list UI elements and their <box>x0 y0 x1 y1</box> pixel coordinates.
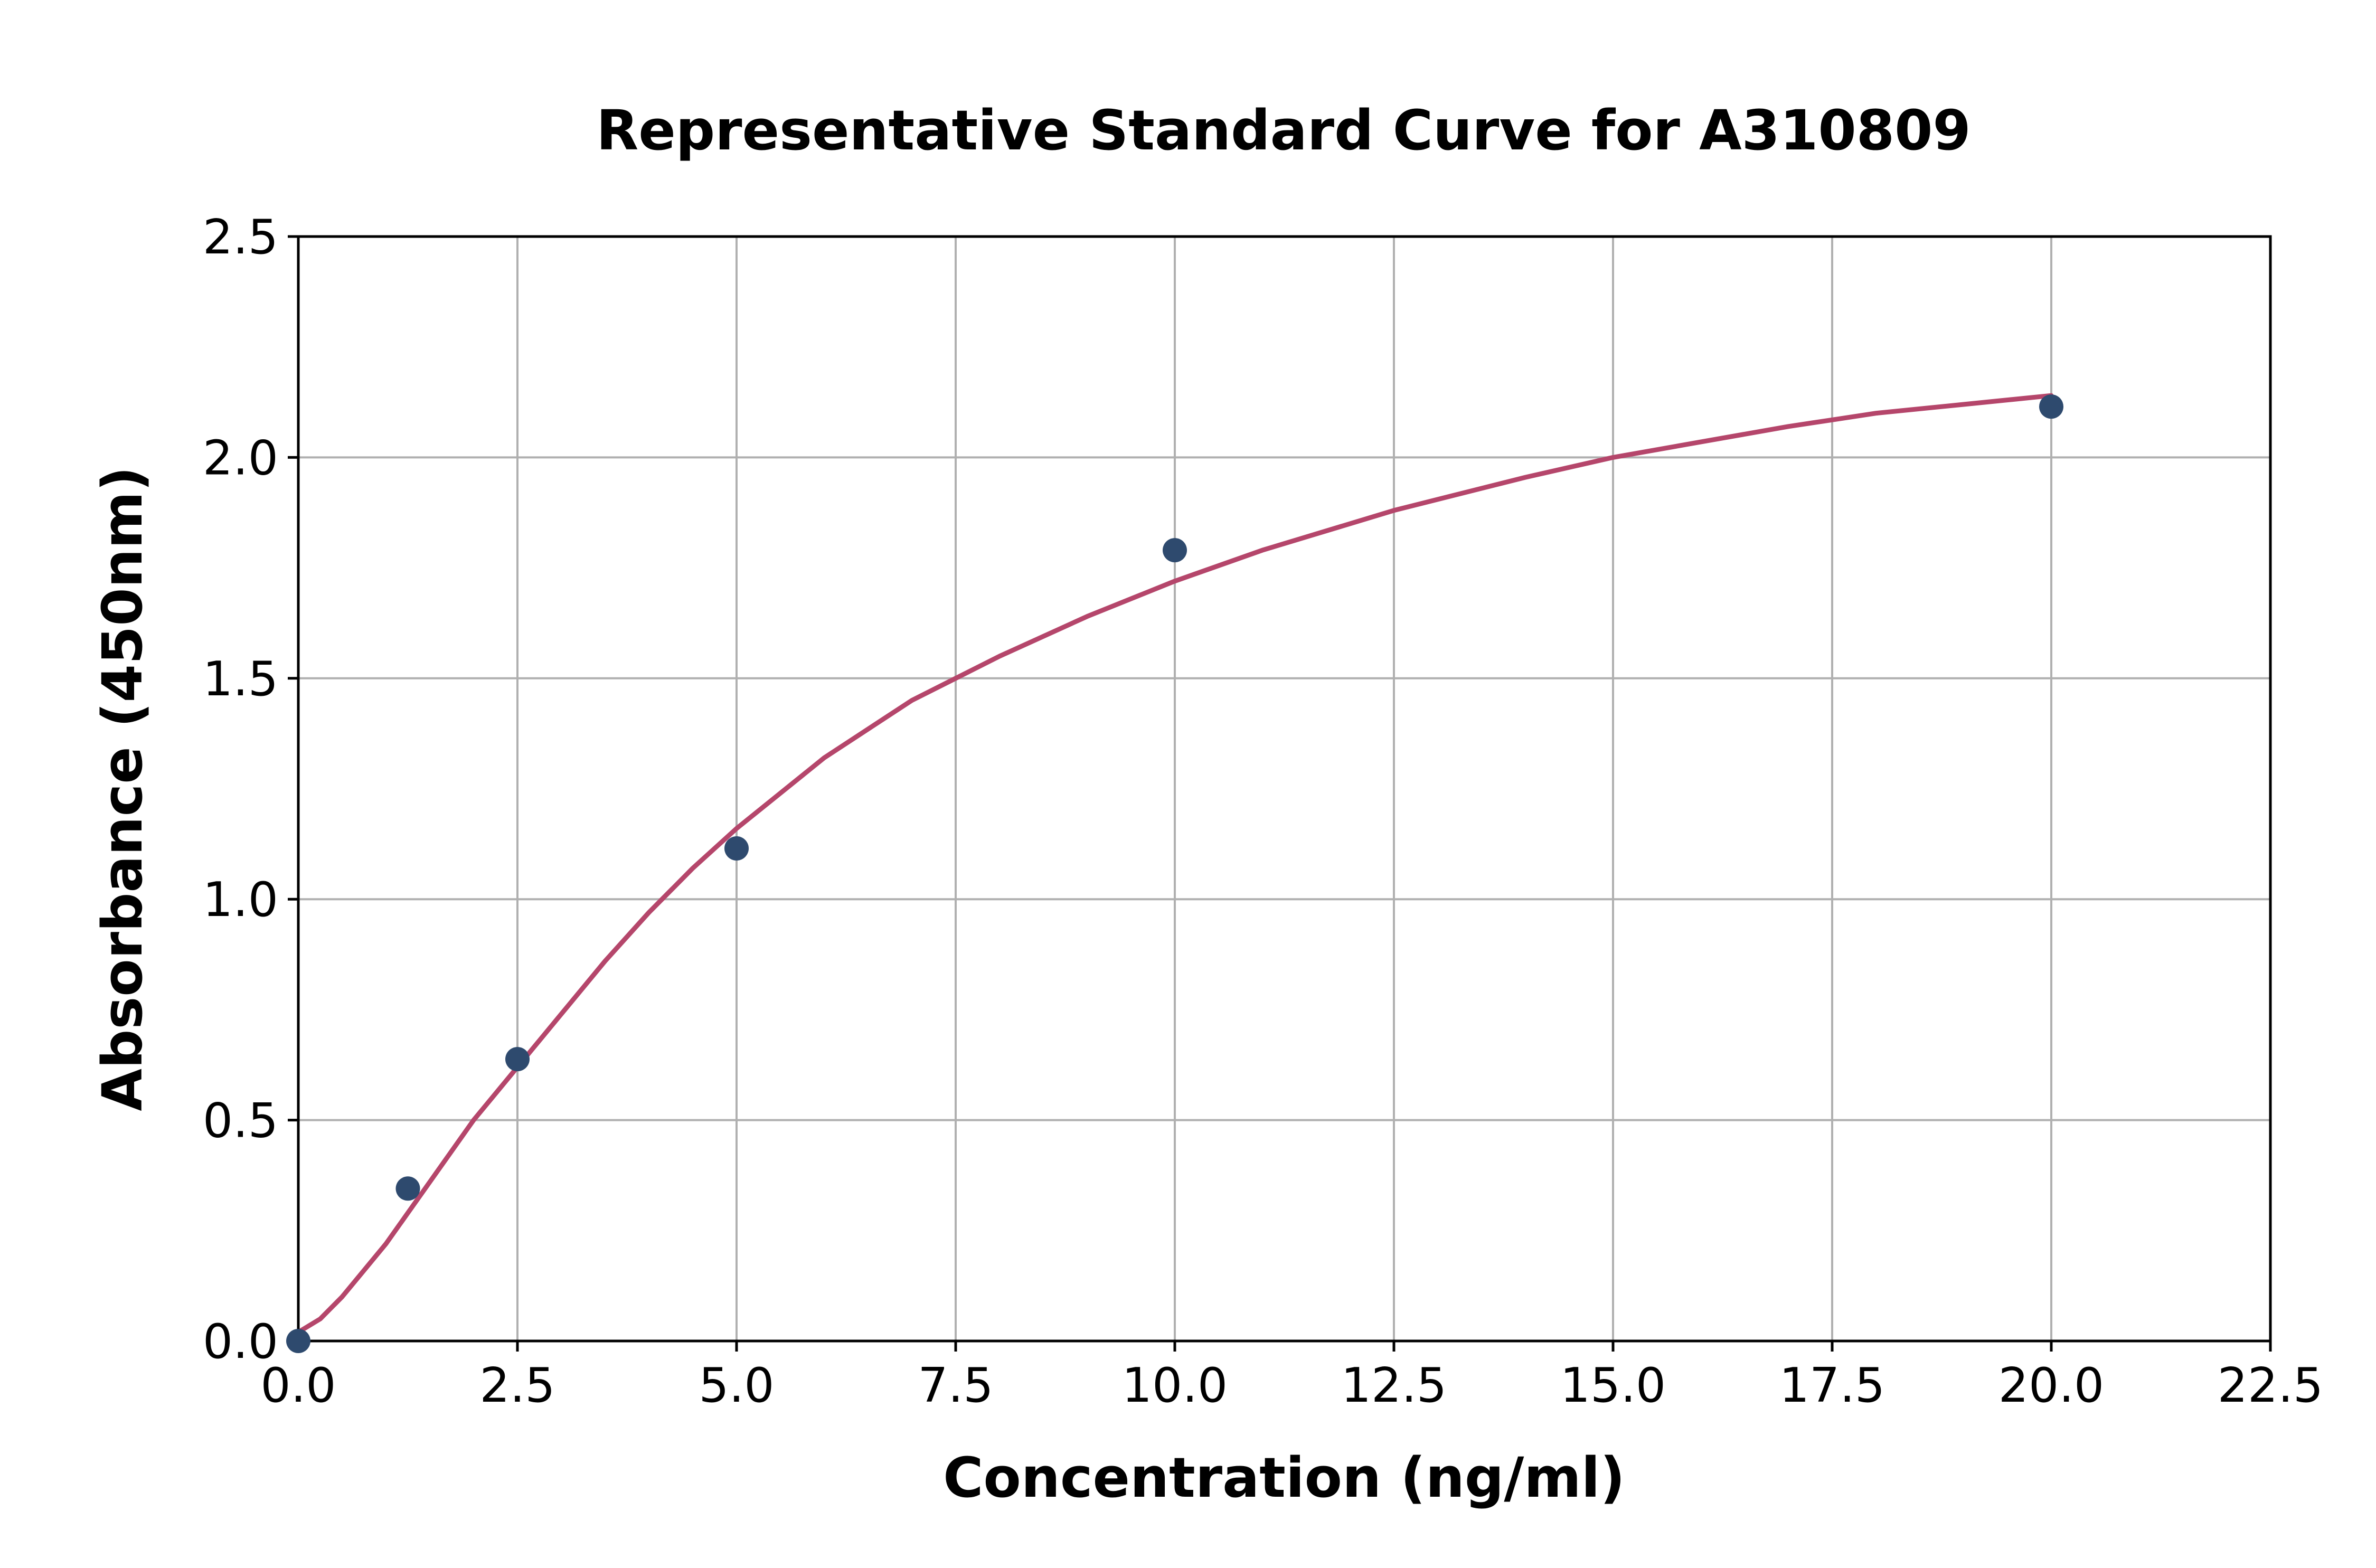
plot-area-frame <box>297 235 2272 1343</box>
x-tick-label: 17.5 <box>1779 1358 1885 1413</box>
data-points <box>286 394 2063 1353</box>
x-tick-label: 5.0 <box>699 1358 774 1413</box>
data-point <box>505 1047 530 1072</box>
y-tick-label: 2.0 <box>203 430 278 486</box>
y-tick-label: 2.5 <box>203 210 278 265</box>
data-point <box>1163 538 1187 563</box>
data-point <box>2039 394 2063 419</box>
y-tick-label: 0.5 <box>203 1093 278 1149</box>
fit-curve-line <box>296 393 2054 1335</box>
x-axis-ticks: 0.0 2.5 5.0 7.5 10.0 12.5 15.0 17.5 20.0 22.5 <box>260 1341 2323 1413</box>
x-tick-label: 12.5 <box>1341 1358 1447 1413</box>
x-tick-label: 15.0 <box>1560 1358 1666 1413</box>
x-tick-label: 7.5 <box>918 1358 993 1413</box>
data-point <box>286 1329 310 1353</box>
chart-title: Representative Standard Curve for A31080… <box>596 98 1971 163</box>
y-tick-label: 1.5 <box>203 651 278 707</box>
data-point <box>724 836 749 861</box>
x-tick-label: 22.5 <box>2218 1358 2323 1413</box>
x-axis-label: Concentration (ng/ml) <box>943 1446 1625 1510</box>
y-tick-label: 1.0 <box>203 872 278 928</box>
x-tick-label: 2.5 <box>479 1358 555 1413</box>
y-axis-ticks: 0.0 0.5 1.0 1.5 2.0 2.5 <box>203 210 298 1369</box>
y-axis-label: Absorbance (450nm) <box>90 466 155 1111</box>
y-tick-label: 0.0 <box>203 1314 278 1369</box>
x-tick-label: 10.0 <box>1122 1358 1228 1413</box>
x-tick-label: 20.0 <box>1998 1358 2104 1413</box>
data-point <box>395 1176 420 1201</box>
x-tick-label: 0.0 <box>260 1358 336 1413</box>
